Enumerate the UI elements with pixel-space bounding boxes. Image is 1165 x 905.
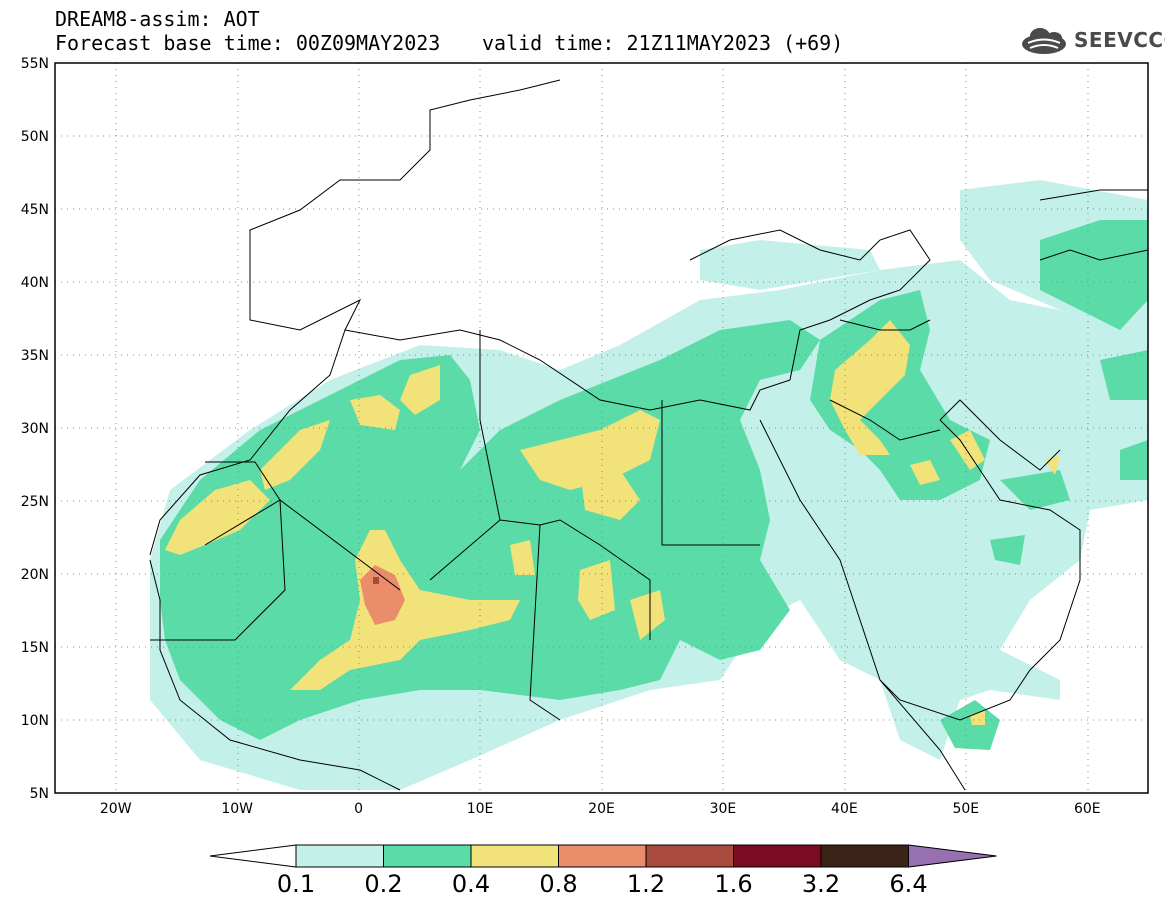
lat-tick-label: 45N <box>21 202 49 218</box>
lat-tick-label: 10N <box>21 713 49 729</box>
lat-tick-label: 5N <box>30 786 49 802</box>
plot-frame <box>54 62 1149 794</box>
lat-tick-label: 55N <box>21 56 49 72</box>
graticule <box>55 63 1148 793</box>
lon-tick-label: 20E <box>588 801 615 817</box>
colorbar-segment <box>733 844 822 868</box>
colorbar-label: 0.2 <box>364 870 403 898</box>
lon-tick-label: 0 <box>354 801 363 817</box>
lon-tick-label: 40E <box>831 801 858 817</box>
colorbar-segment <box>558 844 647 868</box>
colorbar-segment <box>820 844 909 868</box>
lon-tick-label: 50E <box>952 801 979 817</box>
lat-tick-label: 30N <box>21 421 49 437</box>
colorbar-label: 1.2 <box>626 870 666 898</box>
colorbar-segment <box>383 844 472 868</box>
coastlines <box>149 79 1148 791</box>
colorbar-label: 1.6 <box>714 870 753 898</box>
colorbar-label: 3.2 <box>801 870 841 898</box>
lat-tick-label: 35N <box>21 348 49 364</box>
colorbar-label: 6.4 <box>889 870 928 898</box>
colorbar-label: 0.1 <box>276 870 316 898</box>
lat-axis: 5N 10N 15N 20N 25N 30N 35N 40N 45N 50N 55N <box>21 56 49 802</box>
aot-level-0.4 <box>165 320 1060 725</box>
colorbar <box>209 844 997 868</box>
lat-tick-label: 15N <box>21 640 49 656</box>
logo-text: SEEVCCC <box>1074 28 1165 52</box>
aot-level-0.8 <box>360 565 405 625</box>
aot-level-1.2 <box>373 577 379 584</box>
lon-tick-label: 20W <box>100 801 132 817</box>
lat-tick-label: 50N <box>21 129 49 145</box>
lat-tick-label: 20N <box>21 567 49 583</box>
colorbar-segment <box>645 844 734 868</box>
valid-time: valid time: 21Z11MAY2023 (+69) <box>482 31 844 55</box>
cloud-logo-icon <box>1022 28 1066 54</box>
colorbar-min-arrow <box>209 844 297 868</box>
colorbar-max-arrow <box>908 844 997 868</box>
lon-axis: 20W 10W 0 10E 20E 30E 40E 50E 60E <box>100 801 1101 817</box>
colorbar-segment <box>295 844 384 868</box>
colorbar-segment <box>470 844 559 868</box>
lat-tick-label: 25N <box>21 494 49 510</box>
lon-tick-label: 10E <box>467 801 494 817</box>
aot-field <box>55 63 1148 793</box>
lon-tick-label: 30E <box>710 801 737 817</box>
colorbar-label: 0.8 <box>539 870 578 898</box>
lon-tick-label: 10W <box>221 801 253 817</box>
colorbar-label: 0.4 <box>451 870 491 898</box>
lat-tick-label: 40N <box>21 275 49 291</box>
lon-tick-label: 60E <box>1074 801 1101 817</box>
chart-title: DREAM8-assim: AOT <box>55 7 260 31</box>
forecast-base-time: Forecast base time: 00Z09MAY2023 <box>55 31 441 55</box>
